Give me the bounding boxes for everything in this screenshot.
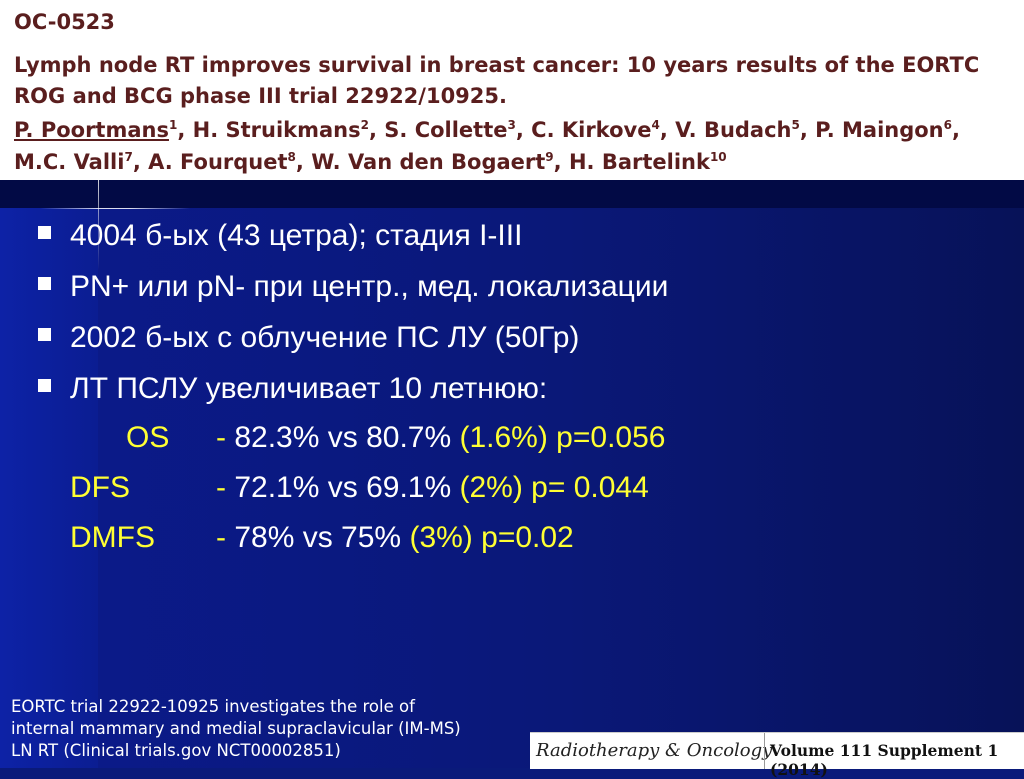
abstract-title: Lymph node RT improves survival in breas… [14,53,980,108]
abstract-header-clipping: OC-0523 Lymph node RT improves survival … [0,0,1024,180]
journal-name: Radiotherapy & Oncology [536,740,773,761]
bullet-square-icon [38,379,51,392]
author-name: P. Maingon [815,118,944,142]
stat-dash: - [216,471,226,504]
author-affiliation: 2 [360,118,369,132]
decorative-crosshair-vertical [98,170,99,270]
stat-values: - 82.3% vs 80.7% (1.6%) p=0.056 [216,415,665,461]
abstract-code: OC-0523 [14,10,115,34]
stat-label: DMFS [70,521,155,554]
stat-label: OS [126,421,170,454]
journal-volume: Volume 111 Supplement 1 (2014) [770,741,999,779]
author-affiliation: 4 [651,118,660,132]
footnote-line: LN RT (Clinical trials.gov NCT00002851) [11,741,341,760]
author-name: V. Budach [675,118,792,142]
author-name: P. Poortmans [14,118,169,142]
bullet-text: PN+ или pN- при центр., мед. локализации [70,270,669,303]
author-affiliation: 5 [791,118,800,132]
stat-comparison: 72.1% vs 69.1% [234,471,452,504]
footnote-line: internal mammary and medial supraclavicu… [11,719,461,738]
author-affiliation: 1 [168,118,178,132]
bullet-square-icon [38,328,51,341]
author-affiliation: 7 [124,150,133,164]
author-affiliation: 9 [545,150,554,164]
bullet-square-icon [38,226,51,239]
author-affiliation: 3 [507,118,516,132]
author-name: M.C. Valli [14,150,125,174]
stat-difference: (2%) p= 0.044 [459,471,649,504]
stat-comparison: 78% vs 75% [234,521,402,554]
journal-divider [764,733,765,769]
stat-difference: (3%) p=0.02 [409,521,574,554]
author-name: H. Bartelink [568,150,710,174]
bullet-square-icon [38,277,51,290]
author-name: C. Kirkove [531,118,652,142]
author-affiliation: 10 [709,150,727,164]
stat-comparison: 82.3% vs 80.7% [234,421,452,454]
bullet-text: 2002 б-ых с облучение ПС ЛУ (50Гр) [70,321,580,354]
stat-values: - 78% vs 75% (3%) p=0.02 [216,515,574,561]
stat-label: DFS [70,471,130,504]
author-name: H. Struikmans [192,118,361,142]
author-name: S. Collette [384,118,508,142]
bullet-text: ЛТ ПСЛУ увеличивает 10 летнюю: [70,372,548,405]
stat-dash: - [216,521,226,554]
author-affiliation: 8 [287,150,296,164]
author-name: A. Fourquet [148,150,288,174]
stat-dash: - [216,421,226,454]
bullet-text: 4004 б-ых (43 цетра); стадия I-III [70,219,523,252]
journal-citation: Radiotherapy & Oncology Volume 111 Suppl… [530,732,1024,779]
trial-footnote: EORTC trial 22922-10925 investigates the… [11,696,511,762]
author-affiliation: 6 [943,118,952,132]
stat-difference: (1.6%) p=0.056 [459,421,666,454]
footnote-line: EORTC trial 22922-10925 investigates the… [11,697,415,716]
header-divider-strip [0,178,1024,208]
author-name: W. Van den Bogaert [311,150,546,174]
author-list: P. Poortmans1, H. Struikmans2, S. Collet… [14,118,960,174]
stat-values: - 72.1% vs 69.1% (2%) p= 0.044 [216,465,649,511]
decorative-crosshair-horizontal [40,208,190,209]
